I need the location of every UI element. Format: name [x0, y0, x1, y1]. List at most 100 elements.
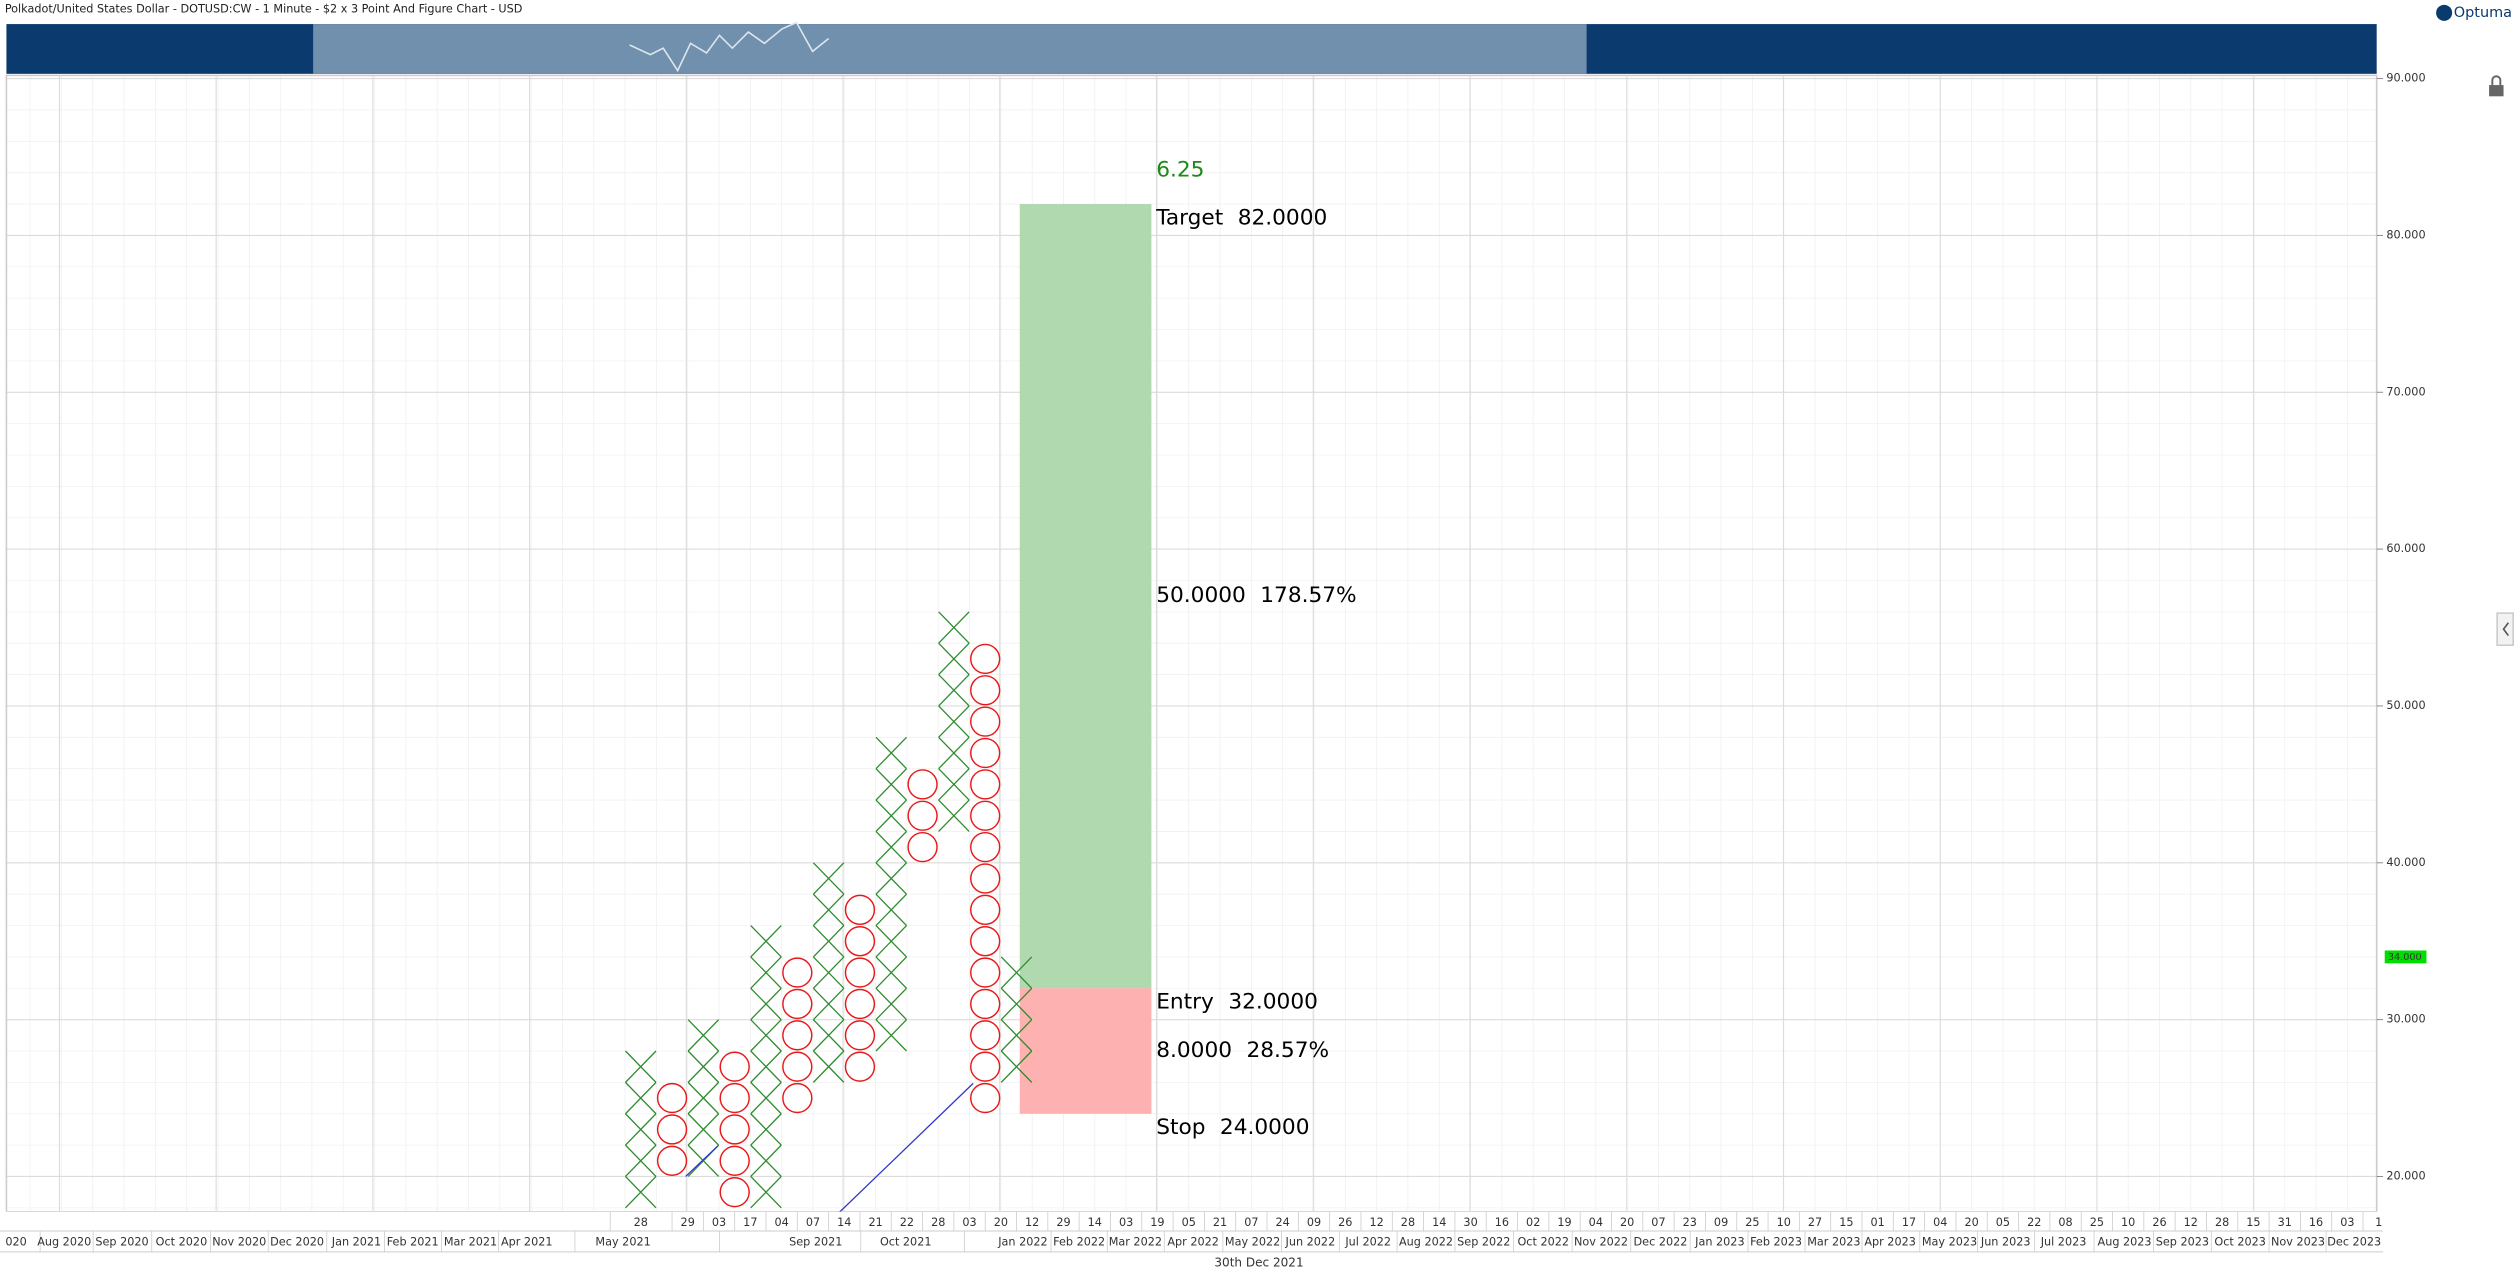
stop-label: Stop 24.0000 — [1156, 1115, 1309, 1140]
collapse-button[interactable] — [2496, 612, 2514, 647]
y-axis: 20.000 30.000 40.000 50.000 60.000 70.000 80.0… — [2376, 72, 2427, 1182]
x-day-label: 26 — [1338, 1216, 1352, 1229]
o-box — [970, 737, 1001, 769]
o-box — [970, 675, 1001, 706]
x-day-label: 24 — [1276, 1216, 1290, 1229]
y-tick-label: 30.000 — [2386, 1013, 2425, 1026]
x-box — [812, 925, 845, 958]
x-day-label: 09 — [1307, 1216, 1321, 1229]
o-column — [782, 957, 813, 1114]
x-box — [1000, 987, 1033, 1021]
x-box — [938, 768, 970, 801]
x-box — [750, 987, 782, 1021]
x-day-label: 12 — [1369, 1216, 1383, 1229]
risk-label: 8.0000 28.57% — [1156, 1038, 1329, 1063]
x-box — [812, 893, 845, 926]
x-box — [1000, 1050, 1033, 1083]
o-box — [719, 1051, 750, 1082]
x-column — [812, 862, 845, 1083]
x-box — [938, 736, 970, 770]
x-box — [875, 736, 907, 770]
x-axis-bg — [0, 1211, 2384, 1256]
stop-label-value: 24.0000 — [1220, 1115, 1310, 1140]
x-box — [938, 705, 970, 738]
o-box — [719, 1082, 750, 1114]
x-day-label: 20 — [994, 1216, 1008, 1229]
x-month-label: Sep 2021 — [789, 1235, 842, 1248]
x-month-label: Oct 2022 — [1517, 1235, 1569, 1248]
entry-label: Entry 32.0000 — [1156, 990, 1318, 1015]
logo: Optuma — [2436, 4, 2512, 21]
x-day-label: 30 — [1463, 1216, 1477, 1229]
x-box — [875, 987, 907, 1021]
x-day-label: 14 — [1432, 1216, 1446, 1229]
x-box — [625, 1176, 657, 1209]
last-price-marker — [2384, 950, 2427, 964]
x-day-label: 31 — [2278, 1216, 2292, 1229]
entry-label-name: Entry — [1156, 990, 1214, 1015]
x-month-label: Jan 2021 — [331, 1235, 381, 1248]
x-day-label: 25 — [2090, 1216, 2104, 1229]
x-box — [687, 1113, 720, 1146]
x-box — [875, 768, 907, 801]
x-box — [875, 893, 907, 926]
o-box — [907, 831, 938, 863]
x-month-label: Sep 2020 — [95, 1235, 148, 1248]
x-day-label: 01 — [1871, 1216, 1885, 1229]
o-box — [970, 926, 1001, 957]
o-box — [907, 769, 938, 800]
x-day-label: 28 — [634, 1216, 648, 1229]
o-box — [970, 643, 1001, 675]
x-day-label: 03 — [962, 1216, 976, 1229]
x-month-label: Dec 2023 — [2327, 1235, 2381, 1248]
x-day-label: 22 — [900, 1216, 914, 1229]
x-month-label: 020 — [5, 1235, 26, 1248]
target-label-value: 82.0000 — [1238, 205, 1328, 230]
y-tick-label: 40.000 — [2386, 856, 2425, 869]
x-month-label: Jun 2022 — [1285, 1235, 1336, 1248]
reward-risk-ratio: 6.25 — [1156, 157, 1204, 182]
x-day-label: 05 — [1996, 1216, 2010, 1229]
o-box — [844, 894, 876, 926]
o-box — [656, 1145, 688, 1176]
x-day-label: 29 — [1056, 1216, 1070, 1229]
navigator[interactable] — [6, 21, 2377, 74]
x-box — [812, 987, 845, 1021]
x-day-label: 04 — [1589, 1216, 1603, 1229]
x-day-label: 14 — [1088, 1216, 1102, 1229]
x-box — [625, 1081, 657, 1115]
o-box — [970, 1051, 1001, 1082]
o-column — [656, 1082, 688, 1176]
x-day-label: 28 — [931, 1216, 945, 1229]
o-box — [970, 863, 1001, 894]
y-tick-label: 70.000 — [2386, 385, 2425, 398]
x-box — [875, 925, 907, 958]
lock-icon[interactable] — [2489, 75, 2504, 97]
x-box — [938, 674, 970, 707]
x-box — [625, 1113, 657, 1146]
x-box — [687, 1019, 720, 1052]
o-box — [656, 1114, 688, 1145]
grid — [6, 75, 2377, 1212]
o-box — [970, 1082, 1001, 1114]
o-box — [719, 1145, 750, 1176]
x-day-label: 19 — [1150, 1216, 1164, 1229]
y-tick-label: 50.000 — [2386, 699, 2425, 712]
x-box — [1000, 956, 1033, 989]
o-box — [970, 769, 1001, 800]
x-day-label: 14 — [837, 1216, 851, 1229]
x-month-label: Dec 2020 — [270, 1235, 324, 1248]
columns — [625, 611, 1033, 1209]
trade-box: 6.25 Target 82.0000 Entry 32.0000 Stop 24.0000… — [1019, 157, 1357, 1140]
x-month-label: Jan 2023 — [1694, 1235, 1744, 1248]
x-day-label: 20 — [1964, 1216, 1978, 1229]
x-column — [1000, 956, 1033, 1083]
o-box — [844, 1051, 876, 1082]
x-day-label: 23 — [1683, 1216, 1697, 1229]
x-column — [875, 736, 907, 1052]
o-box — [844, 926, 876, 957]
x-box — [938, 611, 970, 644]
o-column — [844, 894, 876, 1082]
x-month-label: Jul 2023 — [2040, 1235, 2087, 1248]
x-box — [750, 956, 782, 989]
